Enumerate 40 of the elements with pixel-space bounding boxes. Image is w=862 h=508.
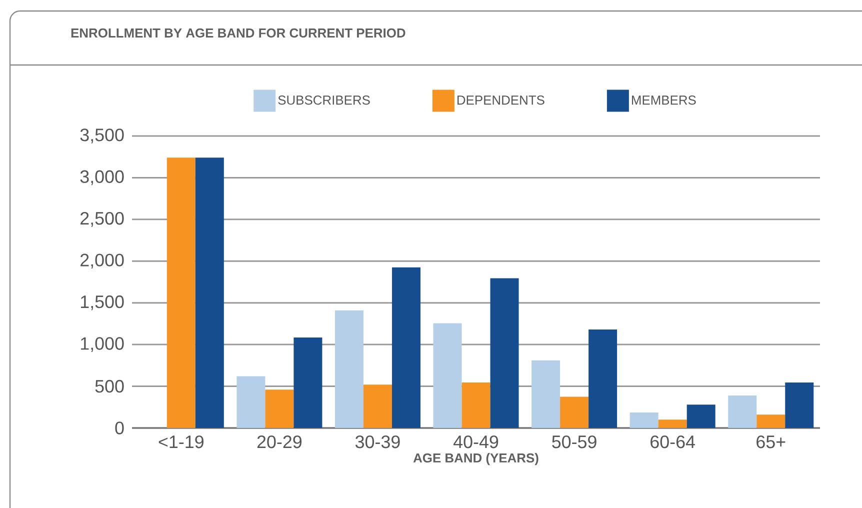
y-tick-label: 1,000 (80, 337, 124, 352)
legend-label: MEMBERS (632, 96, 696, 105)
bar (785, 382, 814, 428)
y-tick-label: 3,500 (80, 128, 124, 144)
x-tick-label: 30-39 (355, 435, 400, 448)
x-axis-title: AGE BAND (YEARS) (413, 453, 538, 466)
bar (756, 414, 786, 428)
bar (195, 158, 224, 428)
bar (588, 330, 618, 428)
bar (532, 360, 560, 428)
y-tick-label: 0 (115, 422, 124, 434)
bar (560, 396, 589, 428)
x-tick-label: 40-49 (453, 435, 498, 448)
y-tick-label: 2,500 (80, 212, 124, 227)
x-tick-label: 65+ (756, 435, 786, 448)
bar (462, 382, 490, 428)
x-tick-label: 20-29 (257, 435, 302, 448)
x-tick-label: 50-59 (552, 435, 596, 448)
bar (334, 310, 364, 428)
bar (728, 395, 757, 428)
bar (630, 412, 658, 428)
y-tick-label: 2,000 (80, 254, 124, 269)
bar (433, 323, 462, 428)
bar (166, 158, 196, 428)
legend-label: DEPENDENTS (457, 96, 544, 105)
bar (490, 278, 519, 428)
y-tick-label: 3,000 (80, 170, 124, 186)
x-tick-label: <1-19 (158, 435, 204, 448)
bar (686, 404, 716, 428)
x-tick-label: 60-64 (650, 435, 695, 448)
chart-title: ENROLLMENT BY AGE BAND FOR CURRENT PERIOD (71, 28, 406, 38)
bar (658, 420, 687, 428)
bar (265, 390, 294, 428)
legend-label: SUBSCRIBERS (278, 96, 370, 105)
bar (392, 267, 420, 428)
bar (236, 376, 266, 428)
y-tick-label: 500 (95, 380, 124, 393)
bar (294, 337, 322, 428)
bar (363, 384, 392, 428)
y-tick-label: 1,500 (80, 295, 124, 310)
